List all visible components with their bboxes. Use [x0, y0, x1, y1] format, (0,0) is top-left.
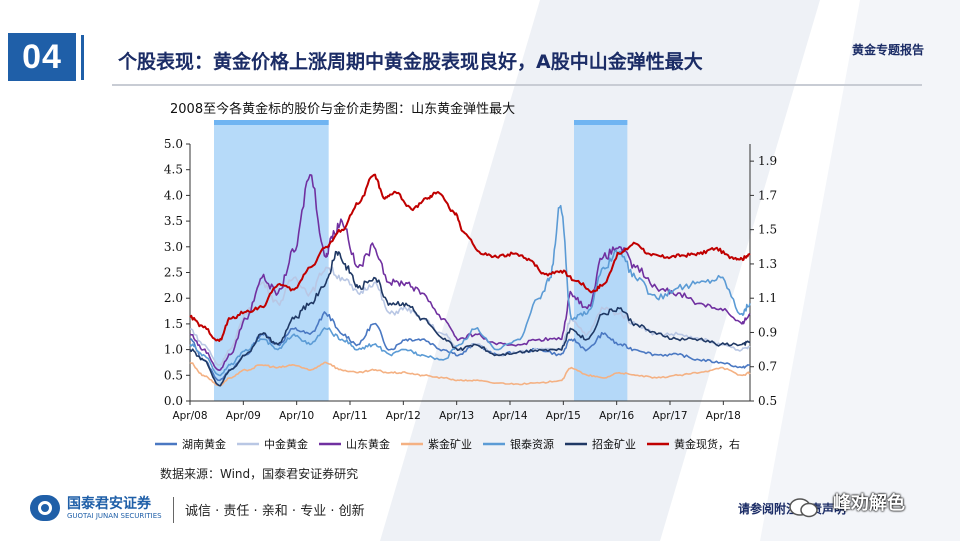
series-line-4 — [189, 204, 751, 377]
x-tick-label: Apr/17 — [652, 410, 687, 422]
series-line-6 — [189, 173, 751, 342]
legend-label-4: 银泰资源 — [510, 437, 554, 451]
shaded-period-cap-0 — [214, 120, 329, 125]
shaded-period-0 — [214, 120, 329, 401]
y-right-tick-label: 1.3 — [758, 257, 777, 271]
y-left-tick-label: 1.5 — [164, 317, 183, 331]
y-left-tick-label: 0.0 — [164, 394, 183, 408]
x-tick-label: Apr/10 — [279, 410, 314, 422]
y-left-tick-label: 3.0 — [164, 240, 183, 254]
slogan: 诚信 · 责任 · 亲和 · 专业 · 创新 — [185, 504, 365, 519]
x-tick-label: Apr/18 — [706, 410, 741, 422]
logo-icon — [30, 495, 60, 521]
header-rule — [112, 84, 922, 86]
header-divider — [81, 35, 84, 80]
page-title: 个股表现：黄金价格上涨周期中黄金股表现良好，A股中山金弹性最大 — [118, 51, 703, 73]
x-tick-label: Apr/13 — [439, 410, 474, 422]
y-right-tick-label: 1.9 — [758, 154, 777, 168]
chart-title: 2008至今各黄金标的股价与金价走势图：山东黄金弹性最大 — [170, 102, 516, 117]
series-line-5 — [189, 250, 751, 387]
source-note: 数据来源：Wind，国泰君安证券研究 — [160, 467, 359, 481]
x-tick-label: Apr/16 — [599, 410, 634, 422]
footer-divider — [173, 497, 174, 523]
logo-name-en: GUOTAI JUNAN SECURITIES — [67, 512, 162, 520]
series-line-2 — [189, 174, 751, 371]
y-right-tick-label: 1.5 — [758, 223, 777, 237]
x-tick-label: Apr/11 — [332, 410, 367, 422]
company-logo: 国泰君安证券 GUOTAI JUNAN SECURITIES — [30, 495, 162, 521]
line-chart: 0.0 0.5 1.0 1.5 2.0 2.5 3.0 3.5 4.0 4.5 5.0 0.5 0.7 0… — [155, 120, 777, 451]
y-right-tick-label: 1.7 — [758, 188, 777, 202]
x-tick-label: Apr/14 — [492, 410, 527, 422]
y-left-tick-label: 1.0 — [164, 343, 183, 357]
y-left-tick-label: 2.0 — [164, 291, 183, 305]
series-line-3 — [189, 361, 751, 387]
y-right-tick-label: 0.9 — [758, 325, 777, 339]
y-left-tick-label: 2.5 — [164, 266, 183, 280]
legend-label-2: 山东黄金 — [346, 437, 390, 451]
y-right-tick-label: 1.1 — [758, 291, 777, 305]
legend-label-6: 黄金现货，右 — [674, 437, 740, 451]
y-left-tick-label: 3.5 — [164, 214, 183, 228]
section-number: 04 — [8, 33, 76, 81]
watermark-text: 峰劝解色 — [833, 493, 905, 514]
x-tick-label: Apr/09 — [226, 410, 261, 422]
shaded-period-1 — [574, 120, 628, 401]
logo-name-cn: 国泰君安证券 — [67, 496, 151, 512]
legend-label-5: 招金矿业 — [592, 437, 636, 451]
shaded-period-cap-1 — [574, 120, 628, 125]
y-left-tick-label: 0.5 — [164, 368, 183, 382]
footer: 国泰君安证券 GUOTAI JUNAN SECURITIES 诚信 · 责任 ·… — [0, 489, 960, 541]
x-tick-label: Apr/15 — [546, 410, 581, 422]
y-left-tick-label: 4.0 — [164, 188, 183, 202]
y-right-tick-label: 0.7 — [758, 360, 777, 374]
x-tick-label: Apr/12 — [386, 410, 421, 422]
chat-bubble-icon — [789, 498, 818, 518]
y-left-tick-label: 5.0 — [164, 137, 183, 151]
x-tick-label: Apr/08 — [172, 410, 207, 422]
legend-label-0: 湖南黄金 — [182, 437, 226, 451]
y-left-tick-label: 4.5 — [164, 163, 183, 177]
y-right-tick-label: 0.5 — [758, 394, 777, 408]
legend-label-1: 中金黄金 — [264, 437, 308, 451]
report-tag: 黄金专题报告 — [851, 43, 924, 57]
legend-label-3: 紫金矿业 — [428, 437, 472, 451]
